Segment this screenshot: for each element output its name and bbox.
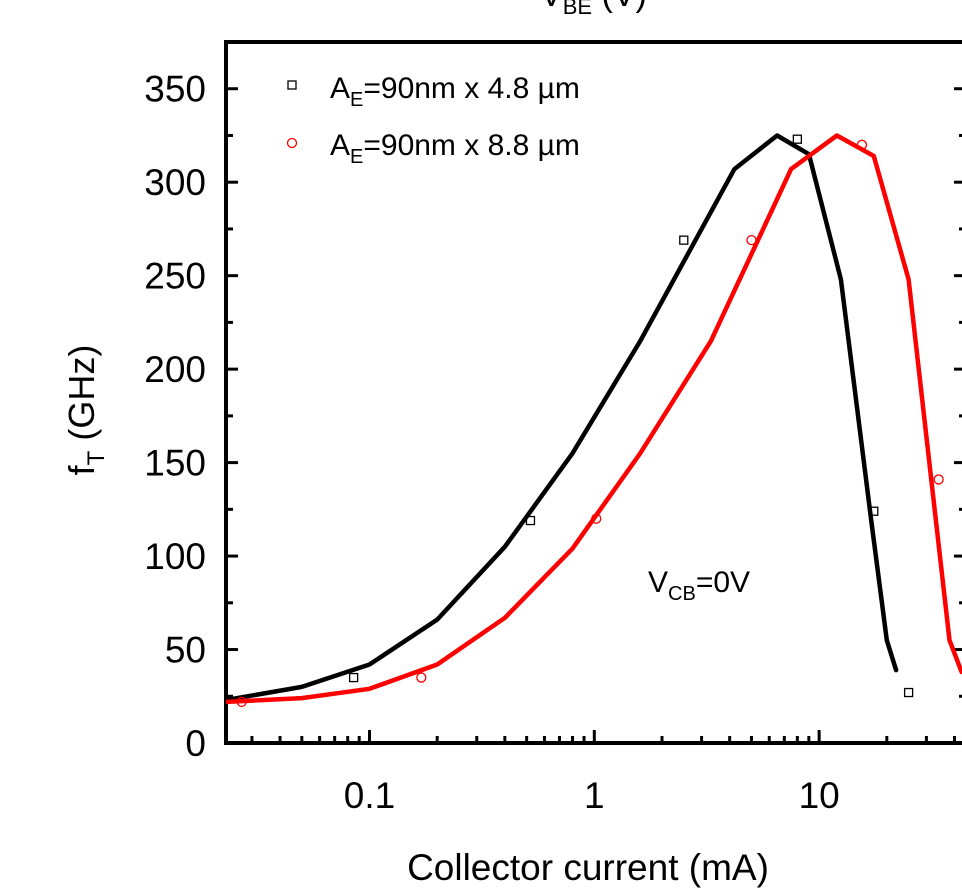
- y-tick-label: 150: [144, 443, 206, 484]
- series-1: [226, 133, 914, 703]
- axis-tick-labels: 0 50 100 150 200 250 300 350 0.1 1 10: [144, 69, 839, 816]
- y-tick-label: 350: [144, 69, 206, 110]
- data-point-circle: [746, 234, 757, 246]
- legend: AE=90nm x 4.8 µm AE=90nm x 8.8 µm: [286, 72, 580, 168]
- axis-ticks: [226, 87, 962, 745]
- data-point-square: [869, 506, 879, 516]
- y-tick-label: 300: [144, 162, 206, 203]
- legend-entry-2: AE=90nm x 8.8 µm: [286, 129, 580, 168]
- plot-frame: [224, 40, 962, 745]
- data-point-circle: [591, 513, 602, 524]
- data-point-circle: [416, 672, 427, 683]
- data-point-square: [348, 672, 359, 683]
- legend-entry-1: AE=90nm x 4.8 µm: [287, 72, 580, 111]
- data-point-square: [679, 235, 689, 245]
- x-tick-label: 0.1: [344, 775, 395, 816]
- legend-marker-circle: [286, 137, 298, 149]
- y-axis-title: fT (GHz): [61, 345, 110, 476]
- data-point-square: [792, 134, 803, 144]
- y-tick-label: 200: [144, 349, 206, 390]
- y-tick-label: 0: [185, 723, 206, 764]
- legend-label-1: AE=90nm x 4.8 µm: [330, 72, 580, 111]
- y-tick-label: 100: [144, 536, 206, 577]
- legend-label-2: AE=90nm x 8.8 µm: [330, 129, 580, 168]
- data-point-circle: [856, 139, 868, 150]
- data-point-square: [903, 687, 914, 698]
- x-tick-label: 10: [799, 775, 840, 816]
- y-tick-label: 50: [165, 630, 206, 671]
- series-2-curve: [226, 133, 962, 705]
- data-point-circle: [236, 696, 247, 708]
- vcb-annotation: VCB=0V: [648, 566, 750, 605]
- top-axis-label: VBE (V): [540, 0, 647, 19]
- data-point-square: [525, 515, 536, 526]
- data-point-circle: [933, 474, 944, 485]
- series-layer: [226, 133, 962, 708]
- y-tick-label: 250: [144, 256, 206, 297]
- x-axis-title: Collector current (mA): [407, 847, 769, 888]
- x-tick-label: 1: [584, 775, 605, 816]
- legend-marker-square: [287, 80, 297, 90]
- series-2: [226, 133, 962, 708]
- series-1-curve: [226, 133, 899, 703]
